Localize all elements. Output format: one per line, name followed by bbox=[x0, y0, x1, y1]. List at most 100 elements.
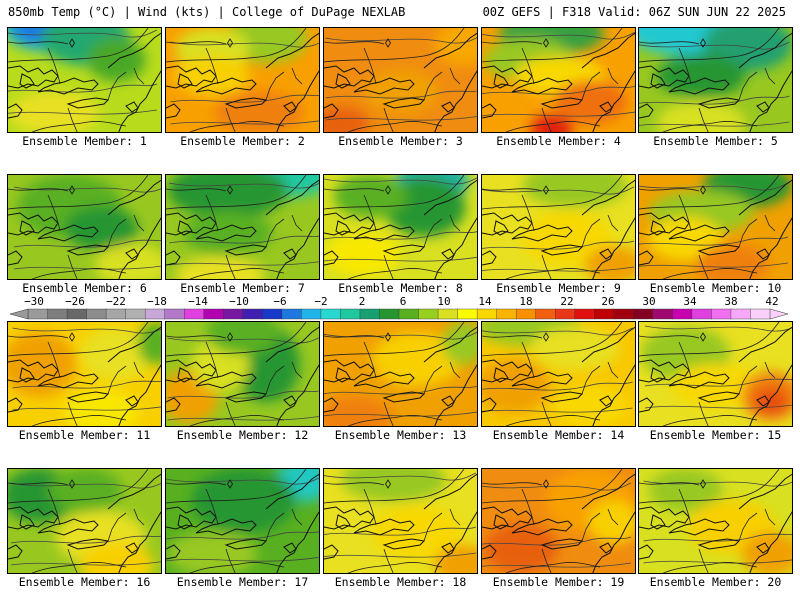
colorbar-swatch bbox=[476, 308, 498, 320]
coastline bbox=[599, 395, 613, 407]
wind-contour bbox=[644, 378, 792, 387]
coastline bbox=[335, 220, 351, 236]
colorbar-swatch bbox=[613, 308, 635, 320]
ensemble-member-map bbox=[323, 174, 478, 280]
state-border bbox=[383, 107, 394, 132]
coastline bbox=[66, 391, 110, 403]
ensemble-member-map bbox=[638, 174, 793, 280]
colorbar-swatch bbox=[242, 308, 264, 320]
coastline bbox=[125, 542, 139, 554]
state-border bbox=[8, 41, 69, 45]
temperature-shade bbox=[372, 505, 462, 560]
state-border bbox=[133, 214, 145, 232]
colorbar-swatch bbox=[262, 308, 283, 320]
state-border bbox=[225, 401, 236, 426]
temperature-field bbox=[8, 28, 161, 132]
state-border bbox=[8, 322, 149, 357]
ensemble-member-map bbox=[481, 27, 636, 133]
colorbar-swatch bbox=[281, 308, 303, 320]
temperature-shade bbox=[553, 384, 628, 426]
colorbar-swatch bbox=[652, 308, 674, 320]
state-border bbox=[698, 254, 709, 279]
coastline bbox=[195, 371, 257, 389]
coastline bbox=[382, 538, 426, 550]
state-border bbox=[166, 41, 227, 45]
temperature-shade bbox=[671, 363, 762, 408]
coastline bbox=[668, 371, 730, 389]
coastline bbox=[8, 250, 23, 266]
coastline bbox=[177, 220, 193, 236]
temperature-shade bbox=[656, 101, 746, 132]
temperature-field bbox=[482, 28, 635, 132]
state-border bbox=[8, 28, 149, 63]
coastline bbox=[224, 244, 268, 256]
state-border bbox=[8, 188, 69, 192]
wind-contour bbox=[324, 256, 477, 262]
state-border bbox=[764, 67, 776, 85]
temperature-shade bbox=[434, 545, 477, 573]
wind-contour bbox=[325, 37, 477, 44]
ensemble-member-label: Ensemble Member: 13 bbox=[334, 428, 467, 442]
station-marker-icon bbox=[227, 185, 233, 195]
state-border bbox=[189, 268, 285, 279]
state-border bbox=[449, 67, 461, 85]
coastline bbox=[177, 514, 193, 530]
colorbar-tick-label: −18 bbox=[147, 295, 167, 308]
state-border bbox=[47, 47, 61, 85]
wind-contour bbox=[8, 83, 158, 93]
state-border bbox=[581, 71, 601, 101]
state-border bbox=[189, 562, 285, 573]
coastline bbox=[592, 511, 635, 573]
coastline bbox=[493, 367, 509, 383]
ensemble-member-label: Ensemble Member: 14 bbox=[492, 428, 625, 442]
state-border bbox=[347, 121, 443, 132]
colorbar-swatch bbox=[515, 308, 537, 320]
state-border bbox=[47, 341, 61, 379]
coastline bbox=[382, 244, 426, 256]
colorbar-swatch bbox=[125, 308, 146, 320]
state-border bbox=[639, 469, 780, 504]
coastline bbox=[441, 395, 455, 407]
wind-contour bbox=[644, 325, 792, 332]
station-marker-icon bbox=[700, 332, 706, 342]
wind-contour bbox=[482, 186, 635, 195]
state-border bbox=[265, 71, 285, 101]
coastline bbox=[434, 70, 477, 132]
temperature-colorbar bbox=[10, 308, 789, 320]
station-marker-icon bbox=[69, 38, 75, 48]
state-border bbox=[363, 47, 377, 85]
colorbar-tick-label: 10 bbox=[437, 295, 451, 308]
wind-contour bbox=[643, 533, 792, 542]
colorbar-swatch bbox=[672, 308, 693, 320]
coastline bbox=[107, 179, 161, 216]
wind-contour bbox=[482, 111, 635, 117]
colorbar-swatch bbox=[496, 308, 517, 320]
state-border bbox=[324, 188, 385, 192]
coastline bbox=[697, 97, 741, 109]
coastline bbox=[125, 101, 139, 113]
coastline bbox=[37, 77, 99, 95]
coastline bbox=[756, 248, 770, 260]
state-border bbox=[678, 47, 692, 85]
coastline bbox=[195, 77, 257, 95]
ensemble-member-label: Ensemble Member: 11 bbox=[18, 428, 151, 442]
temperature-field bbox=[324, 28, 477, 132]
coastline bbox=[749, 70, 792, 132]
coastline bbox=[650, 73, 666, 89]
state-border bbox=[678, 488, 692, 526]
ensemble-member-label: Ensemble Member: 8 bbox=[338, 281, 463, 295]
state-border bbox=[347, 415, 443, 426]
ensemble-member-map bbox=[323, 27, 478, 133]
state-border bbox=[225, 254, 236, 279]
coastline bbox=[283, 101, 297, 113]
station-marker-icon bbox=[385, 332, 391, 342]
ensemble-member-map bbox=[7, 468, 162, 574]
ensemble-member-label: Ensemble Member: 19 bbox=[492, 575, 625, 589]
state-border bbox=[383, 401, 394, 426]
coastline bbox=[511, 371, 573, 389]
colorbar-swatch bbox=[418, 308, 439, 320]
state-border bbox=[521, 488, 535, 526]
coastline bbox=[107, 32, 161, 69]
coastline bbox=[581, 473, 635, 510]
coastline bbox=[511, 518, 573, 536]
